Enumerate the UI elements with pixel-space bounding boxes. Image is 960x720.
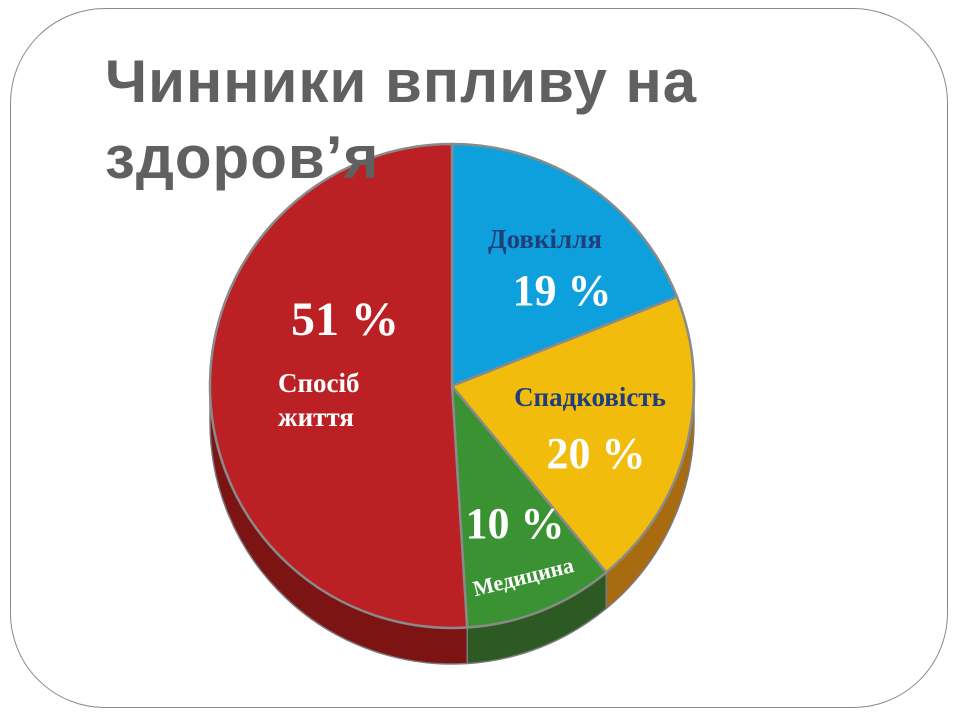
slice-value-спосіб-життя: 51 % (291, 293, 399, 346)
slide-title: Чинники впливу на здоров’я (105, 48, 698, 191)
slice-name-спосіб-життя-line-1: Спосіб (278, 368, 360, 398)
slice-name-спосіб-життя-line-2: життя (278, 402, 354, 432)
slice-name-довкілля: Довкілля (488, 224, 602, 254)
pie-tops (208, 142, 696, 630)
pie-slice-спосіб-життя (208, 142, 469, 630)
slice-value-довкілля: 19 % (513, 266, 612, 315)
pie-slice-довкілля (450, 142, 679, 388)
slice-value-медицина: 10 % (466, 499, 565, 548)
pie-slice-спадковість (450, 295, 696, 574)
slice-value-спадковість: 20 % (547, 429, 646, 478)
slice-name-спадковість: Спадковість (514, 382, 666, 412)
pie-slice-медицина (450, 384, 608, 629)
